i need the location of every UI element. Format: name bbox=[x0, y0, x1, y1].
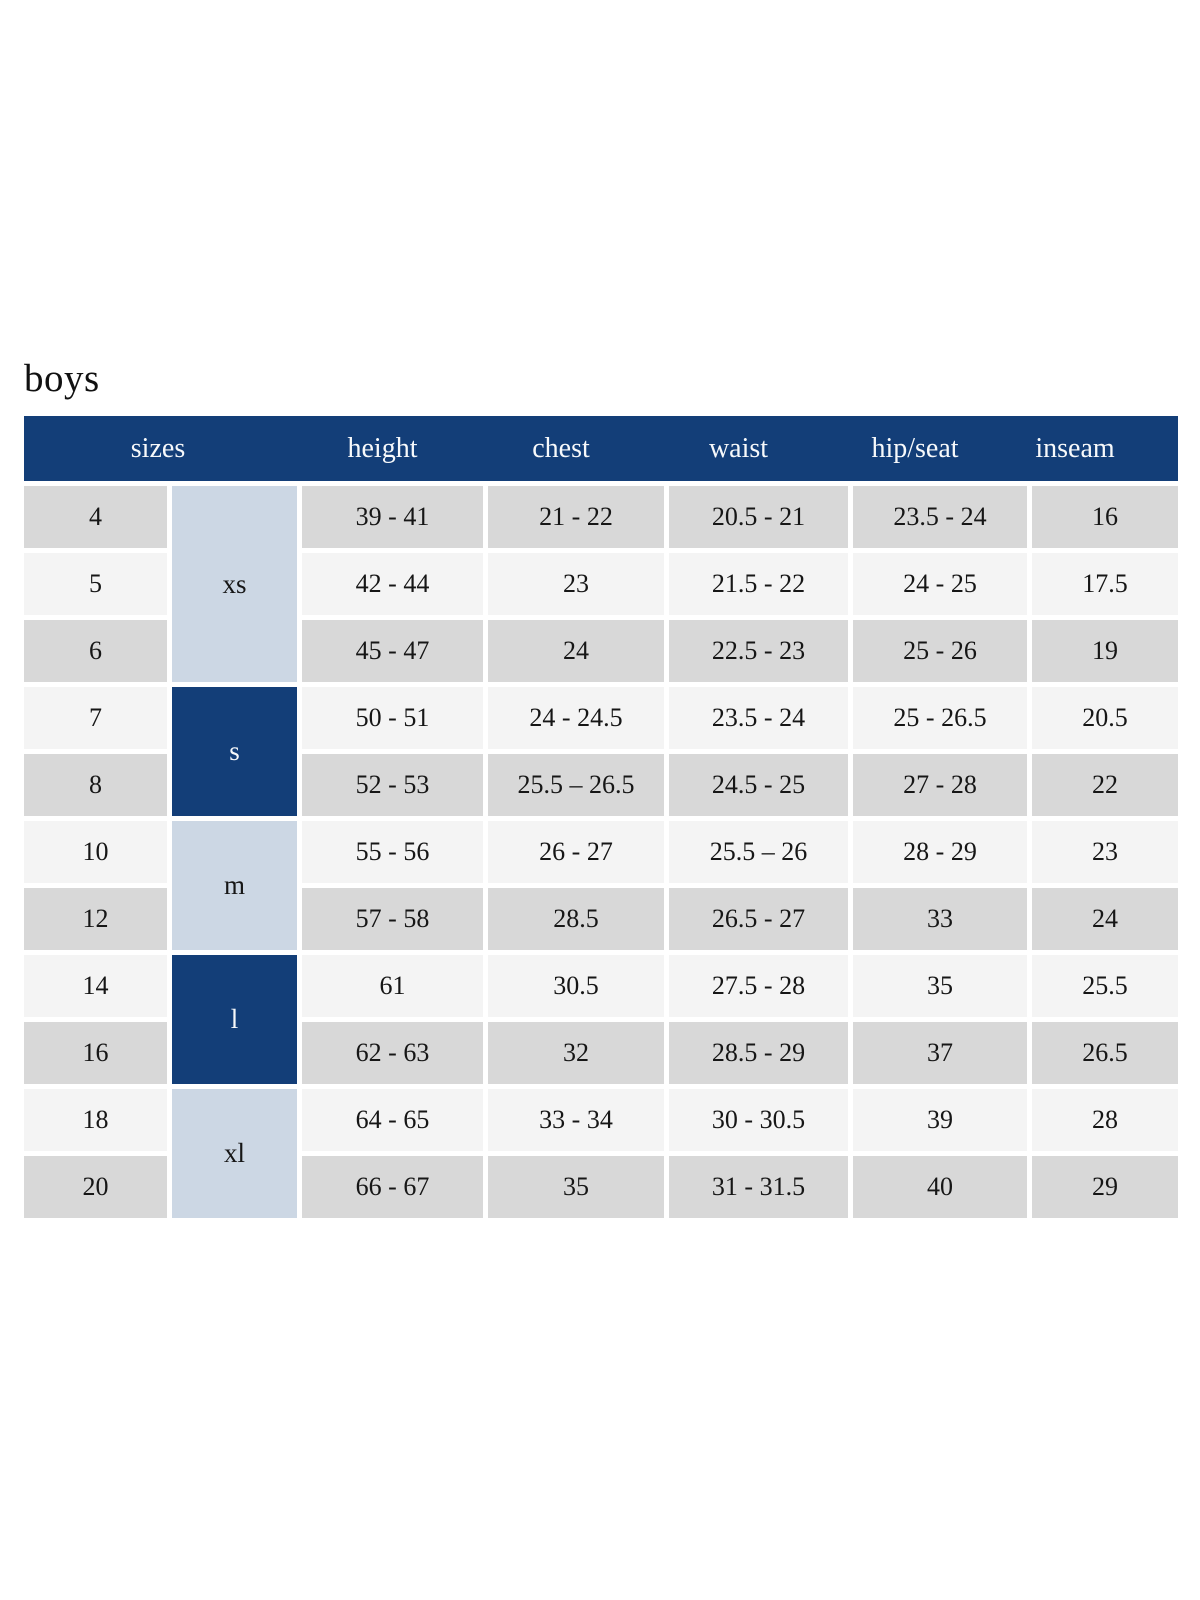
boys-size-table: sizes height chest waist hip/seat inseam… bbox=[24, 416, 1178, 1218]
height-cell: 45 - 47 bbox=[302, 620, 483, 682]
chest-cell: 26 - 27 bbox=[488, 821, 664, 883]
inseam-cell: 19 bbox=[1032, 620, 1178, 682]
chest-cell: 35 bbox=[488, 1156, 664, 1218]
waist-cell: 27.5 - 28 bbox=[669, 955, 848, 1017]
waist-cell: 23.5 - 24 bbox=[669, 687, 848, 749]
height-cell: 39 - 41 bbox=[302, 486, 483, 548]
size-cell: 8 bbox=[24, 754, 167, 816]
column-header-height: height bbox=[347, 433, 418, 464]
chest-cell: 25.5 – 26.5 bbox=[488, 754, 664, 816]
column-header-inseam: inseam bbox=[1035, 433, 1115, 464]
inseam-cell: 29 bbox=[1032, 1156, 1178, 1218]
chest-cell: 32 bbox=[488, 1022, 664, 1084]
column-header-sizes: sizes bbox=[130, 433, 186, 464]
inseam-cell: 24 bbox=[1032, 888, 1178, 950]
column-header-hip-seat: hip/seat bbox=[871, 433, 959, 464]
height-cell: 57 - 58 bbox=[302, 888, 483, 950]
group-cell-s: s bbox=[172, 687, 297, 816]
table-header-row: sizes height chest waist hip/seat inseam bbox=[24, 416, 1178, 481]
group-cell-xl: xl bbox=[172, 1089, 297, 1218]
size-cell: 6 bbox=[24, 620, 167, 682]
hip-seat-cell: 24 - 25 bbox=[853, 553, 1027, 615]
chest-cell: 21 - 22 bbox=[488, 486, 664, 548]
hip-seat-cell: 23.5 - 24 bbox=[853, 486, 1027, 548]
size-cell: 12 bbox=[24, 888, 167, 950]
column-header-waist: waist bbox=[708, 433, 769, 464]
chest-cell: 24 bbox=[488, 620, 664, 682]
height-cell: 55 - 56 bbox=[302, 821, 483, 883]
waist-cell: 28.5 - 29 bbox=[669, 1022, 848, 1084]
table-title: boys bbox=[24, 357, 100, 400]
height-cell: 42 - 44 bbox=[302, 553, 483, 615]
size-cell: 18 bbox=[24, 1089, 167, 1151]
size-cell: 4 bbox=[24, 486, 167, 548]
hip-seat-cell: 25 - 26 bbox=[853, 620, 1027, 682]
height-cell: 64 - 65 bbox=[302, 1089, 483, 1151]
size-cell: 5 bbox=[24, 553, 167, 615]
waist-cell: 25.5 – 26 bbox=[669, 821, 848, 883]
size-cell: 20 bbox=[24, 1156, 167, 1218]
height-cell: 66 - 67 bbox=[302, 1156, 483, 1218]
group-cell-m: m bbox=[172, 821, 297, 950]
waist-cell: 31 - 31.5 bbox=[669, 1156, 848, 1218]
size-cell: 7 bbox=[24, 687, 167, 749]
inseam-cell: 26.5 bbox=[1032, 1022, 1178, 1084]
height-cell: 61 bbox=[302, 955, 483, 1017]
inseam-cell: 28 bbox=[1032, 1089, 1178, 1151]
height-cell: 62 - 63 bbox=[302, 1022, 483, 1084]
hip-seat-cell: 37 bbox=[853, 1022, 1027, 1084]
hip-seat-cell: 33 bbox=[853, 888, 1027, 950]
size-cell: 10 bbox=[24, 821, 167, 883]
height-cell: 52 - 53 bbox=[302, 754, 483, 816]
waist-cell: 22.5 - 23 bbox=[669, 620, 848, 682]
column-header-chest: chest bbox=[532, 433, 590, 464]
waist-cell: 24.5 - 25 bbox=[669, 754, 848, 816]
table-body: 4 xs 39 - 41 21 - 22 20.5 - 21 23.5 - 24… bbox=[24, 486, 1178, 1218]
inseam-cell: 20.5 bbox=[1032, 687, 1178, 749]
inseam-cell: 25.5 bbox=[1032, 955, 1178, 1017]
hip-seat-cell: 35 bbox=[853, 955, 1027, 1017]
size-cell: 14 bbox=[24, 955, 167, 1017]
chest-cell: 28.5 bbox=[488, 888, 664, 950]
waist-cell: 30 - 30.5 bbox=[669, 1089, 848, 1151]
hip-seat-cell: 28 - 29 bbox=[853, 821, 1027, 883]
inseam-cell: 22 bbox=[1032, 754, 1178, 816]
group-cell-l: l bbox=[172, 955, 297, 1084]
inseam-cell: 16 bbox=[1032, 486, 1178, 548]
hip-seat-cell: 25 - 26.5 bbox=[853, 687, 1027, 749]
height-cell: 50 - 51 bbox=[302, 687, 483, 749]
hip-seat-cell: 27 - 28 bbox=[853, 754, 1027, 816]
hip-seat-cell: 40 bbox=[853, 1156, 1027, 1218]
waist-cell: 20.5 - 21 bbox=[669, 486, 848, 548]
group-cell-xs: xs bbox=[172, 486, 297, 682]
inseam-cell: 17.5 bbox=[1032, 553, 1178, 615]
chest-cell: 30.5 bbox=[488, 955, 664, 1017]
waist-cell: 21.5 - 22 bbox=[669, 553, 848, 615]
chest-cell: 23 bbox=[488, 553, 664, 615]
hip-seat-cell: 39 bbox=[853, 1089, 1027, 1151]
chest-cell: 33 - 34 bbox=[488, 1089, 664, 1151]
size-cell: 16 bbox=[24, 1022, 167, 1084]
chest-cell: 24 - 24.5 bbox=[488, 687, 664, 749]
waist-cell: 26.5 - 27 bbox=[669, 888, 848, 950]
inseam-cell: 23 bbox=[1032, 821, 1178, 883]
